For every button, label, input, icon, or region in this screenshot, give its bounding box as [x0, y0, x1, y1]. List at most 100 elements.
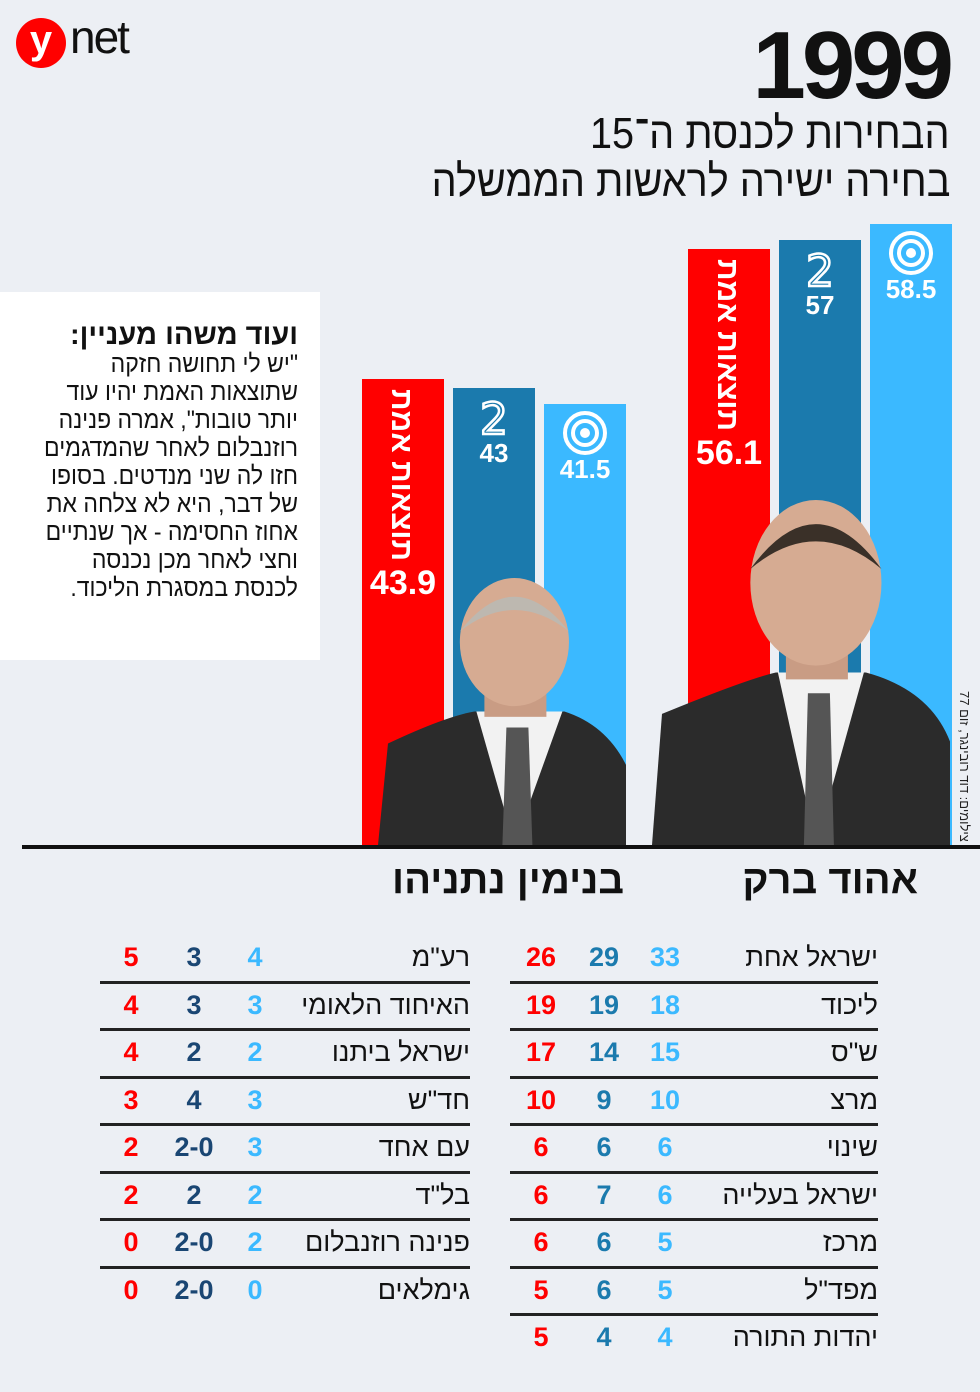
channel2-seats: 3: [186, 942, 202, 972]
actual-seats: 5: [123, 942, 139, 972]
table-row: גימלאים 0 2-0 0: [100, 1269, 470, 1317]
channel2-seats: 2-0: [174, 1227, 214, 1257]
channel2-seats: 6: [596, 1274, 612, 1305]
channel2-seats: 4: [186, 1084, 202, 1115]
channel1-seats: 4: [247, 942, 263, 972]
channel1-seats: 6: [657, 1132, 673, 1162]
actual-seats: 4: [123, 989, 139, 1020]
party-name: האיחוד הלאומי: [301, 989, 470, 1020]
actual-seats: 2: [123, 1132, 139, 1162]
actual-seats: 3: [123, 1084, 139, 1115]
channel1-seats: 18: [649, 989, 681, 1020]
table-row: ישראל אחת 26 29 33: [510, 936, 878, 984]
party-name: עם אחד: [378, 1132, 470, 1162]
channel2-seats: 9: [596, 1084, 612, 1115]
table-row: ליכוד 19 19 18: [510, 984, 878, 1031]
actual-seats: 5: [533, 1322, 549, 1352]
netanyahu-photo: [378, 578, 626, 845]
table-row: האיחוד הלאומי 4 3 3: [100, 984, 470, 1031]
channel1-seats: 3: [247, 1084, 263, 1115]
channel1-seats: 2: [247, 1037, 263, 1067]
party-name: מרכז: [822, 1227, 878, 1257]
channel1-seats: 2: [247, 1179, 263, 1210]
candidate-label-barak: אהוד ברק: [742, 858, 918, 902]
channel1-seats: 5: [657, 1227, 673, 1257]
channel2-seats: 3: [186, 989, 202, 1020]
table-row: שינוי 6 6 6: [510, 1126, 878, 1174]
bar-value-label: 58.5: [885, 273, 937, 304]
channel2-seats: 2: [186, 1037, 202, 1067]
party-name: יהדות התורה: [732, 1322, 878, 1352]
channel1-seats: 3: [247, 1132, 263, 1162]
bar-value-label: 41.5: [559, 454, 611, 485]
logo-y: y: [16, 18, 66, 68]
table-row: ישראל ביתנו 4 2 2: [100, 1031, 470, 1079]
actual-seats: 17: [525, 1037, 557, 1067]
table-row: רע"מ 5 3 4: [100, 936, 470, 984]
actual-seats: 19: [525, 989, 557, 1020]
table-row: מרצ 10 9 10: [510, 1079, 878, 1126]
actual-seats: 6: [533, 1179, 549, 1210]
actual-seats: 26: [525, 942, 557, 972]
actual-results-label: תוצאות אמת: [711, 259, 744, 432]
party-name: ש"ס: [831, 1037, 878, 1067]
year-title: 1999: [752, 12, 954, 119]
candidate-label-netanyahu: בנימין נתניהו: [392, 858, 624, 902]
bar-value-label: 57: [805, 289, 835, 320]
table-row: עם אחד 2 2-0 3: [100, 1126, 470, 1174]
party-name: ישראל ביתנו: [331, 1037, 470, 1067]
channel1-seats: 2: [247, 1227, 263, 1257]
actual-seats: 4: [123, 1037, 139, 1067]
barak-parties-table: ישראל אחת 26 29 33 ליכוד 19 19 18 ש"ס 17 14 15 מרצ 10…: [510, 936, 878, 1364]
channel-2-logo-icon: 2: [479, 394, 510, 440]
channel-1-logo-icon: [889, 230, 933, 275]
party-name: בל"ד: [415, 1179, 470, 1210]
logo-net: net: [70, 11, 130, 63]
actual-seats: 6: [533, 1227, 549, 1257]
channel1-seats: 33: [649, 942, 681, 972]
channel2-seats: 7: [596, 1179, 612, 1210]
table-row: פנינה רוזנבלום 0 2-0 2: [100, 1221, 470, 1269]
table-row: ש"ס 17 14 15: [510, 1031, 878, 1079]
photo-credit: צילומים: דוד רובינגר, זום 77: [957, 691, 972, 842]
party-name: רע"מ: [411, 942, 470, 972]
channel1-seats: 10: [649, 1084, 681, 1115]
channel2-seats: 2-0: [174, 1274, 214, 1305]
table-row: יהדות התורה 5 4 4: [510, 1316, 878, 1364]
channel2-seats: 6: [596, 1227, 612, 1257]
table-row: חד"ש 3 4 3: [100, 1079, 470, 1126]
chart-baseline: [22, 845, 980, 849]
table-row: מרכז 6 6 5: [510, 1221, 878, 1269]
actual-seats: 2: [123, 1179, 139, 1210]
actual-seats: 6: [533, 1132, 549, 1162]
actual-seats: 5: [533, 1274, 549, 1305]
channel-1-logo-icon: [563, 411, 607, 456]
channel2-seats: 6: [596, 1132, 612, 1162]
channel1-seats: 0: [247, 1274, 263, 1305]
actual-seats: 10: [525, 1084, 557, 1115]
trivia-box: ועוד משהו מעניין: "יש לי תחושה חזקה שתוצ…: [0, 292, 320, 660]
channel2-seats: 19: [588, 989, 620, 1020]
table-row: בל"ד 2 2 2: [100, 1174, 470, 1221]
channel2-seats: 4: [596, 1322, 612, 1352]
party-name: ישראל אחת: [745, 942, 878, 972]
actual-seats: 0: [123, 1227, 139, 1257]
actual-seats: 0: [123, 1274, 139, 1305]
party-name: פנינה רוזנבלום: [304, 1227, 470, 1257]
channel-2-logo-icon: 2: [805, 246, 836, 292]
subtitle-2: בחירה ישירה לראשות הממשלה: [431, 157, 950, 206]
table-row: מפד"ל 5 6 5: [510, 1269, 878, 1316]
channel2-seats: 29: [588, 942, 620, 972]
channel2-seats: 2: [186, 1179, 202, 1210]
channel2-seats: 14: [588, 1037, 620, 1067]
netanyahu-parties-table: רע"מ 5 3 4 האיחוד הלאומי 4 3 3 ישראל ביתנו 4 2 2 חד"…: [100, 936, 470, 1316]
channel1-seats: 6: [657, 1179, 673, 1210]
channel2-seats: 2-0: [174, 1132, 214, 1162]
party-name: מרצ: [830, 1084, 878, 1115]
bar-value-label: 56.1: [695, 434, 763, 473]
ynet-logo[interactable]: y net: [16, 11, 146, 71]
party-name: גימלאים: [377, 1274, 470, 1305]
trivia-text: "יש לי תחושה חזקה שתוצאות האמת יהיו עוד …: [44, 350, 299, 603]
party-name: ישראל בעלייה: [722, 1179, 878, 1210]
party-name: מפד"ל: [804, 1274, 878, 1305]
